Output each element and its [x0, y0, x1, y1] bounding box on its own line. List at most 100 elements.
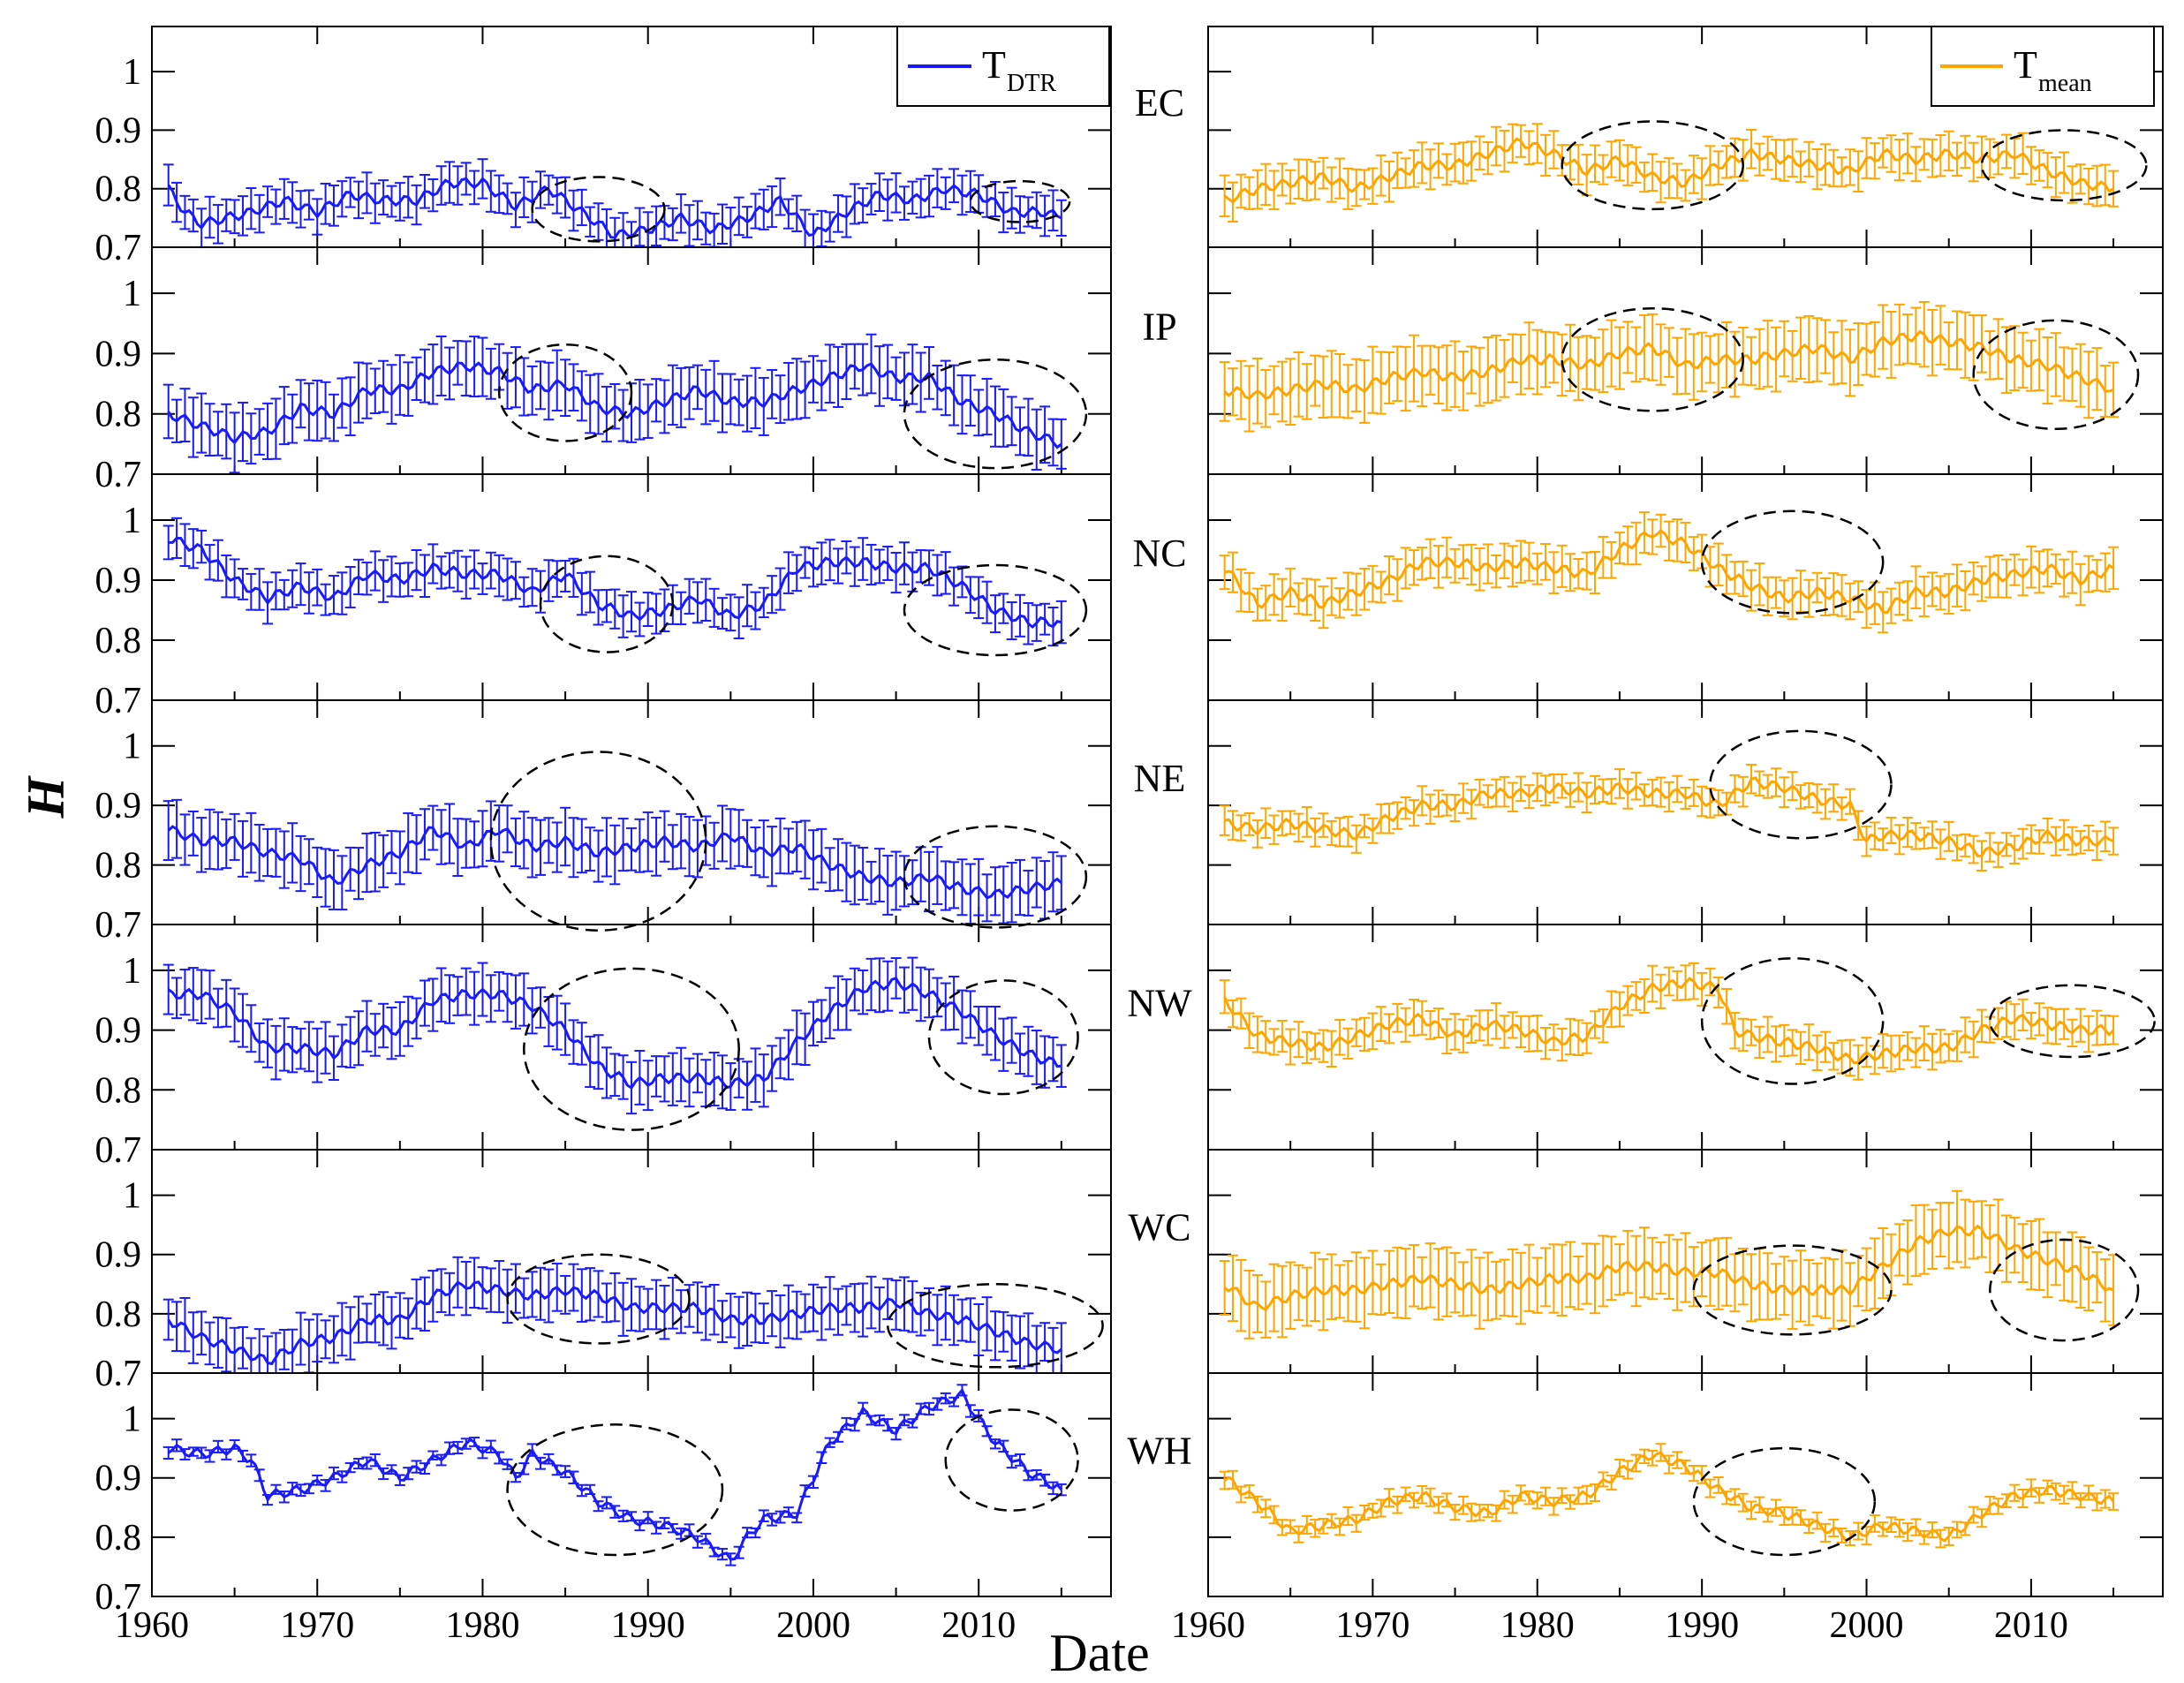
highlight-circle [1709, 729, 1893, 840]
panel-frame [1207, 699, 2164, 925]
y-tick-label: 0.7 [95, 1354, 142, 1394]
highlight-circle [1561, 306, 1744, 412]
highlight-circle [903, 563, 1088, 657]
y-tick-label: 0.8 [95, 1518, 142, 1558]
series-line-mean [1223, 1224, 2114, 1312]
panel-dtr-IP: 0.7 0.8 0.9 1 [95, 246, 1112, 495]
panel-frame [151, 1149, 1112, 1374]
highlight-circle [1980, 129, 2148, 202]
highlight-circle [1989, 984, 2156, 1059]
highlight-circle [944, 1408, 1079, 1512]
highlight-circle [497, 343, 633, 442]
panel-mean-NC [1207, 473, 2164, 701]
series-line-mean [1224, 529, 2114, 615]
highlight-circle [506, 1253, 691, 1345]
series-line-dtr [167, 361, 1062, 449]
panels-layer: 0.7 0.8 0.9 1 0.7 0.8 0.9 1 0.7 0.8 0.9 1 0.7 0.8 0.9 1… [95, 26, 2164, 1618]
panel-plot-area [162, 158, 1067, 247]
y-tick-label: 0.9 [95, 1235, 142, 1276]
panel-plot-area [162, 517, 1067, 647]
panel-plot-area [1219, 1443, 2120, 1549]
y-tick-label: 0.7 [95, 1130, 142, 1171]
highlight-circle [1692, 1244, 1893, 1336]
series-line-mean [1223, 137, 2114, 204]
y-tick-label: 0.8 [95, 621, 142, 661]
highlight-circle [531, 176, 666, 243]
series-line-dtr [167, 177, 1062, 239]
highlight-circle [903, 825, 1088, 929]
highlight-circle [489, 751, 707, 932]
panel-mean-NE [1207, 699, 2164, 925]
y-tick-label: 1 [123, 727, 141, 767]
series-line-dtr [168, 536, 1062, 629]
highlight-circle [1989, 1238, 2140, 1342]
y-tick-label: 1 [123, 1176, 141, 1217]
panel-mean-WC [1207, 1149, 2164, 1374]
panel-dtr-WC: 0.7 0.8 0.9 1 [95, 1149, 1112, 1394]
y-tick-label: 0.7 [95, 905, 142, 946]
panel-dtr-WH: 0.7 0.8 0.9 1 [95, 1372, 1112, 1618]
panel-dtr-NE: 0.7 0.8 0.9 1 [95, 699, 1112, 946]
panel-plot-area [1219, 962, 2120, 1081]
highlight-circle [1561, 120, 1744, 211]
y-tick-label: 0.7 [95, 228, 142, 268]
panel-plot-area [1219, 764, 2120, 872]
y-tick-label: 1 [123, 1400, 141, 1440]
y-tick-label: 0.9 [95, 1011, 142, 1052]
y-tick-label: 0.9 [95, 561, 142, 601]
series-line-dtr [167, 1280, 1062, 1366]
y-tick-label: 0.7 [95, 1577, 142, 1618]
series-line-mean [1223, 329, 2114, 401]
y-tick-label: 1 [123, 951, 141, 992]
panel-plot-area [162, 333, 1067, 474]
highlight-circle [1700, 957, 1885, 1085]
panel-frame [151, 1372, 1112, 1597]
panel-frame [1207, 924, 2164, 1151]
panel-plot-area [162, 1384, 1067, 1566]
y-tick-label: 0.9 [95, 334, 142, 374]
y-tick-label: 0.9 [95, 1459, 142, 1499]
y-tick-label: 0.8 [95, 846, 142, 887]
y-tick-label: 1 [123, 52, 141, 93]
panel-mean-EC [1207, 26, 2164, 248]
highlight-circle [927, 979, 1079, 1096]
highlight-circle [1972, 319, 2140, 431]
highlight-circle [539, 555, 675, 653]
y-tick-label: 0.8 [95, 395, 142, 435]
highlight-circle [886, 1283, 1104, 1369]
y-tick-label: 0.8 [95, 1294, 142, 1335]
highlight-circle [903, 358, 1088, 470]
panel-mean-WH [1207, 1372, 2164, 1597]
series-line-mean [1224, 776, 2114, 857]
panel-plot-area [162, 1256, 1067, 1373]
panel-dtr-EC: 0.7 0.8 0.9 1 [95, 26, 1112, 268]
y-tick-label: 0.8 [95, 170, 142, 210]
panel-plot-area [162, 956, 1067, 1115]
panel-plot-area [1219, 301, 2120, 433]
panel-plot-area [1219, 511, 2120, 634]
series-line-mean [1223, 977, 2115, 1065]
panel-frame [1207, 1372, 2164, 1597]
panel-frame [1207, 473, 2164, 701]
series-line-dtr [167, 977, 1062, 1091]
y-tick-label: 0.7 [95, 455, 142, 495]
y-tick-label: 0.9 [95, 110, 142, 151]
series-line-dtr [167, 1387, 1062, 1561]
y-tick-label: 1 [123, 501, 141, 541]
panel-dtr-NW: 0.7 0.8 0.9 1 [95, 924, 1112, 1171]
y-tick-label: 0.8 [95, 1070, 142, 1111]
highlight-circle [1700, 509, 1885, 615]
y-tick-label: 1 [123, 274, 141, 314]
panel-mean-IP [1207, 246, 2164, 475]
panel-plot-area [1219, 123, 2120, 223]
panel-plot-area [162, 798, 1067, 925]
highlight-circle [523, 967, 740, 1131]
panel-dtr-NC: 0.7 0.8 0.9 1 [95, 473, 1112, 721]
y-tick-label: 0.9 [95, 786, 142, 826]
panel-mean-NW [1207, 924, 2164, 1151]
y-tick-label: 0.7 [95, 681, 142, 721]
series-line-dtr [167, 825, 1062, 900]
panel-plot-area [1219, 1189, 2120, 1340]
highlight-circle [506, 1423, 724, 1557]
